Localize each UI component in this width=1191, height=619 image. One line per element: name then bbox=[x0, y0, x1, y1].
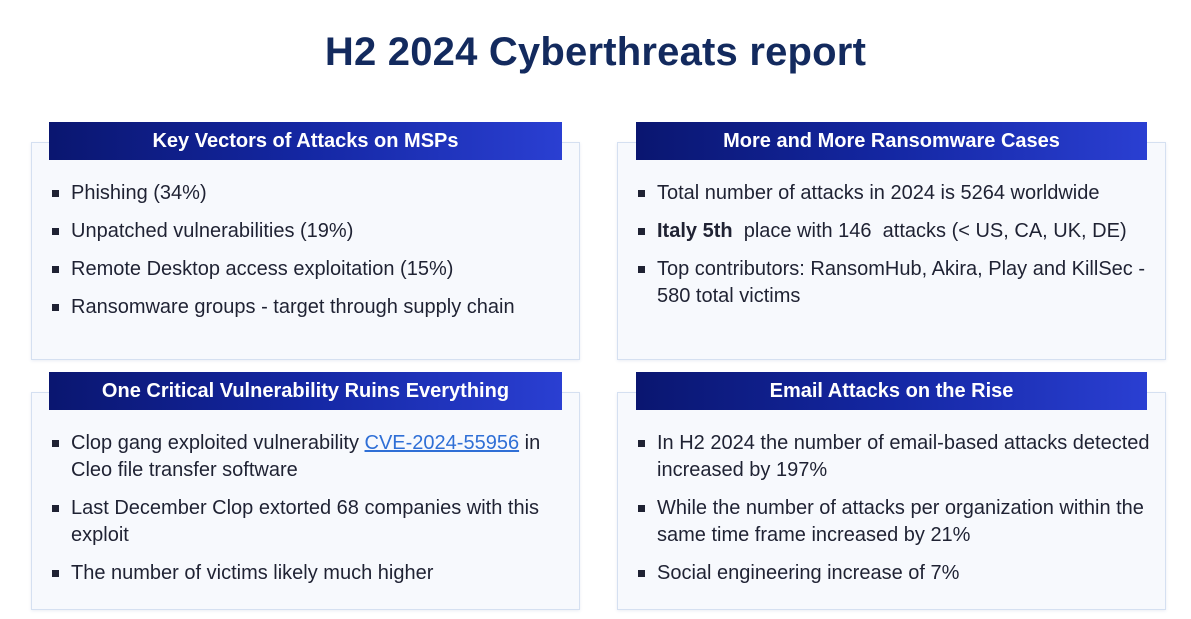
bullet-icon bbox=[52, 304, 59, 311]
ransomware-list: Total number of attacks in 2024 is 5264 … bbox=[637, 180, 1152, 321]
list-item: Remote Desktop access exploitation (15%) bbox=[51, 256, 571, 283]
list-item: Total number of attacks in 2024 is 5264 … bbox=[637, 180, 1152, 207]
email-attacks-list: In H2 2024 the number of email-based att… bbox=[637, 430, 1152, 598]
page-title: H2 2024 Cyberthreats report bbox=[324, 30, 867, 74]
bullet-icon bbox=[52, 266, 59, 273]
bullet-icon bbox=[638, 266, 645, 273]
bullet-icon bbox=[638, 570, 645, 577]
critical-vuln-card bbox=[31, 392, 580, 610]
list-item: Unpatched vulnerabilities (19%) bbox=[51, 218, 571, 245]
list-item: While the number of attacks per organiza… bbox=[637, 495, 1152, 549]
bullet-icon bbox=[638, 440, 645, 447]
email-attacks-header: Email Attacks on the Rise bbox=[636, 372, 1147, 410]
msp-vectors-card bbox=[31, 142, 580, 360]
ransomware-card bbox=[617, 142, 1166, 360]
bullet-icon bbox=[638, 505, 645, 512]
bullet-icon bbox=[638, 228, 645, 235]
critical-vuln-list: Clop gang exploited vulnerability CVE-20… bbox=[51, 430, 556, 598]
msp-vectors-list: Phishing (34%) Unpatched vulnerabilities… bbox=[51, 180, 571, 332]
bullet-icon bbox=[52, 190, 59, 197]
list-item: The number of victims likely much higher bbox=[51, 560, 556, 587]
list-item: Italy 5th place with 146 attacks (< US, … bbox=[637, 218, 1152, 245]
list-item: In H2 2024 the number of email-based att… bbox=[637, 430, 1152, 484]
list-item: Clop gang exploited vulnerability CVE-20… bbox=[51, 430, 556, 484]
list-item: Top contributors: RansomHub, Akira, Play… bbox=[637, 256, 1152, 310]
list-item: Last December Clop extorted 68 companies… bbox=[51, 495, 556, 549]
bullet-icon bbox=[52, 505, 59, 512]
bullet-icon bbox=[52, 570, 59, 577]
list-item: Phishing (34%) bbox=[51, 180, 571, 207]
italy-rank: Italy 5th bbox=[657, 220, 733, 242]
email-attacks-card bbox=[617, 392, 1166, 610]
bullet-icon bbox=[52, 440, 59, 447]
critical-vuln-header: One Critical Vulnerability Ruins Everyth… bbox=[49, 372, 562, 410]
bullet-icon bbox=[638, 190, 645, 197]
list-item: Ransomware groups - target through suppl… bbox=[51, 294, 571, 321]
cve-link[interactable]: CVE-2024-55956 bbox=[364, 432, 520, 454]
bullet-icon bbox=[52, 228, 59, 235]
ransomware-header: More and More Ransomware Cases bbox=[636, 122, 1147, 160]
list-item: Social engineering increase of 7% bbox=[637, 560, 1152, 587]
msp-vectors-header: Key Vectors of Attacks on MSPs bbox=[49, 122, 562, 160]
